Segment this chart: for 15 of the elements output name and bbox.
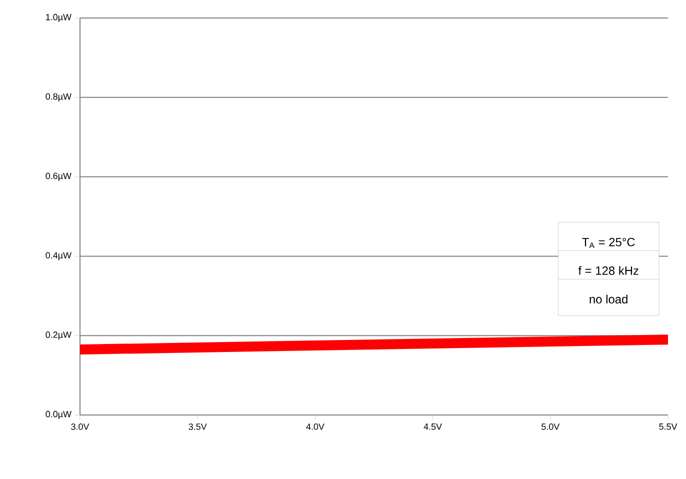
x-tick-label: 5.5V [659,424,678,430]
y-tick-label: 0.2µW [46,332,72,340]
y-tick-label: 0.4µW [46,252,72,260]
x-tick-label: 3.0V [71,424,90,430]
y-tick-label: 0.6µW [46,172,72,181]
annotation: T$_{A}$ = 25°C [582,238,635,248]
y-tick-label: 0.0µW [46,410,72,420]
x-tick-label: 5.0V [542,424,560,430]
x-tick-label: 4.5V [424,424,442,430]
annotation: f = 128 kHz [578,266,638,275]
annotation: no load [590,294,628,304]
y-tick-label: 1.0µW [46,14,72,22]
x-tick-label: 3.5V [188,424,207,430]
y-tick-label: 0.8µW [46,93,72,102]
x-tick-label: 4.0V [306,424,324,430]
